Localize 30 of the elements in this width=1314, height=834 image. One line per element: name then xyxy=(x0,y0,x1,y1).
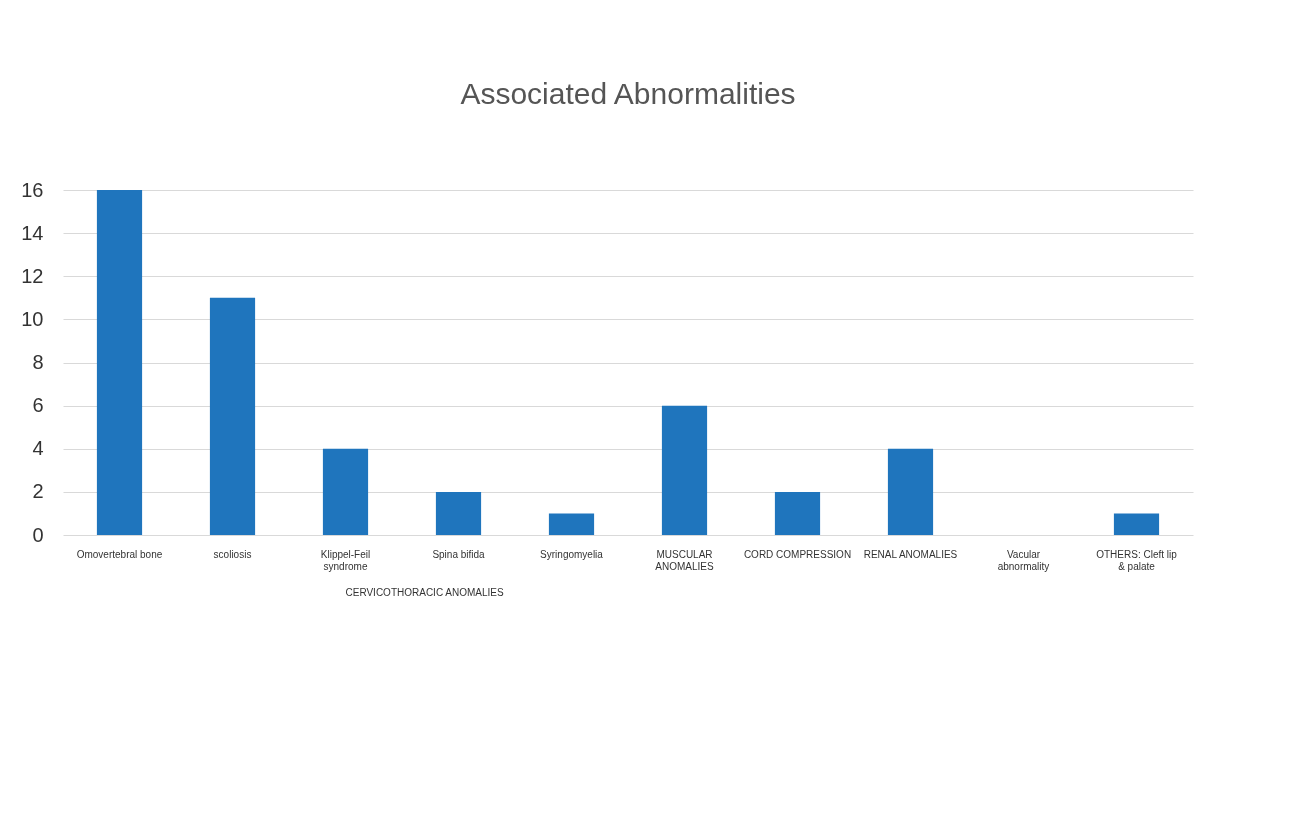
bar xyxy=(322,448,369,535)
bar xyxy=(96,190,143,535)
y-tick-label: 12 xyxy=(21,264,44,287)
bar xyxy=(661,405,708,535)
bar xyxy=(887,448,934,535)
y-tick-label: 14 xyxy=(21,221,44,244)
y-tick-label: 4 xyxy=(32,437,44,460)
bar xyxy=(548,513,595,535)
y-tick-label: 16 xyxy=(21,178,44,201)
x-tick-label: Vacular abnormality xyxy=(997,548,1050,572)
x-tick-label: MUSCULAR ANOMALIES xyxy=(655,548,714,572)
x-tick-label: RENAL ANOMALIES xyxy=(863,548,958,560)
y-tick-label: 2 xyxy=(32,480,44,503)
y-tick-label: 0 xyxy=(32,523,44,546)
bar xyxy=(774,491,821,535)
x-tick-label: Klippel-Feil syndrome xyxy=(320,548,371,572)
y-tick-label: 6 xyxy=(32,394,44,417)
y-tick-label: 8 xyxy=(32,351,44,373)
x-tick-label: CORD COMPRESSION xyxy=(743,548,852,560)
bar xyxy=(1113,513,1160,535)
x-tick-label: scoliosis xyxy=(213,548,252,560)
x-tick-label: Omovertebral bone xyxy=(76,548,163,560)
x-tick-label: Syringomyelia xyxy=(540,548,604,560)
bar xyxy=(435,491,482,535)
chart-title: Associated Abnormalities xyxy=(460,77,796,110)
text: CERVICOTHORACIC ANOMALIES xyxy=(345,587,505,598)
y-tick-label: 10 xyxy=(21,307,44,330)
x-tick-label: Spina bifida xyxy=(432,548,486,560)
bar xyxy=(209,297,256,535)
x-tick-label: OTHERS: Cleft lip & palate xyxy=(1096,548,1178,572)
